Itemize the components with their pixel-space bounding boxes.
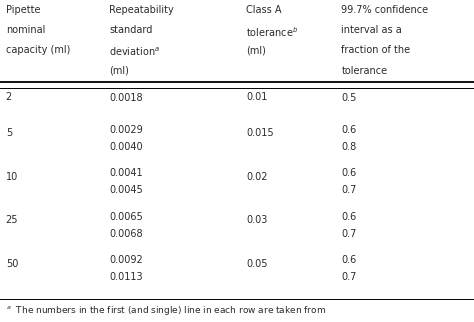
Text: 0.6: 0.6 [341,168,356,178]
Text: tolerance: tolerance [341,66,387,76]
Text: Pipette: Pipette [6,5,40,15]
Text: tolerance$^{b}$: tolerance$^{b}$ [246,25,299,39]
Text: Repeatability: Repeatability [109,5,174,15]
Text: 0.03: 0.03 [246,215,268,225]
Text: 0.0045: 0.0045 [109,185,143,195]
Text: standard: standard [109,25,153,35]
Text: 50: 50 [6,259,18,269]
Text: 0.7: 0.7 [341,185,356,195]
Text: $^{a}$  The numbers in the first (and single) line in each row are taken from: $^{a}$ The numbers in the first (and sin… [6,304,326,317]
Text: 0.0040: 0.0040 [109,142,143,152]
Text: 0.7: 0.7 [341,229,356,239]
Text: 0.01: 0.01 [246,91,268,102]
Text: nominal: nominal [6,25,45,35]
Text: (ml): (ml) [246,45,266,55]
Text: 0.05: 0.05 [246,259,268,269]
Text: fraction of the: fraction of the [341,45,410,55]
Text: interval as a: interval as a [341,25,402,35]
Text: capacity (ml): capacity (ml) [6,45,70,55]
Text: 0.0065: 0.0065 [109,212,143,222]
Text: 0.7: 0.7 [341,272,356,282]
Text: (ml): (ml) [109,66,129,76]
Text: 0.5: 0.5 [341,93,356,103]
Text: 2: 2 [6,91,12,102]
Text: 0.0068: 0.0068 [109,229,143,239]
Text: Class A: Class A [246,5,282,15]
Text: 25: 25 [6,215,18,225]
Text: 0.0041: 0.0041 [109,168,143,178]
Text: 0.0029: 0.0029 [109,125,143,135]
Text: 5: 5 [6,128,12,138]
Text: 0.0018: 0.0018 [109,93,143,103]
Text: 0.02: 0.02 [246,172,268,182]
Text: 0.6: 0.6 [341,255,356,265]
Text: 0.015: 0.015 [246,128,274,138]
Text: 0.8: 0.8 [341,142,356,152]
Text: 0.6: 0.6 [341,212,356,222]
Text: 0.0092: 0.0092 [109,255,143,265]
Text: deviation$^{a}$: deviation$^{a}$ [109,45,160,58]
Text: 0.0113: 0.0113 [109,272,143,282]
Text: 0.6: 0.6 [341,125,356,135]
Text: 10: 10 [6,172,18,182]
Text: 99.7% confidence: 99.7% confidence [341,5,428,15]
